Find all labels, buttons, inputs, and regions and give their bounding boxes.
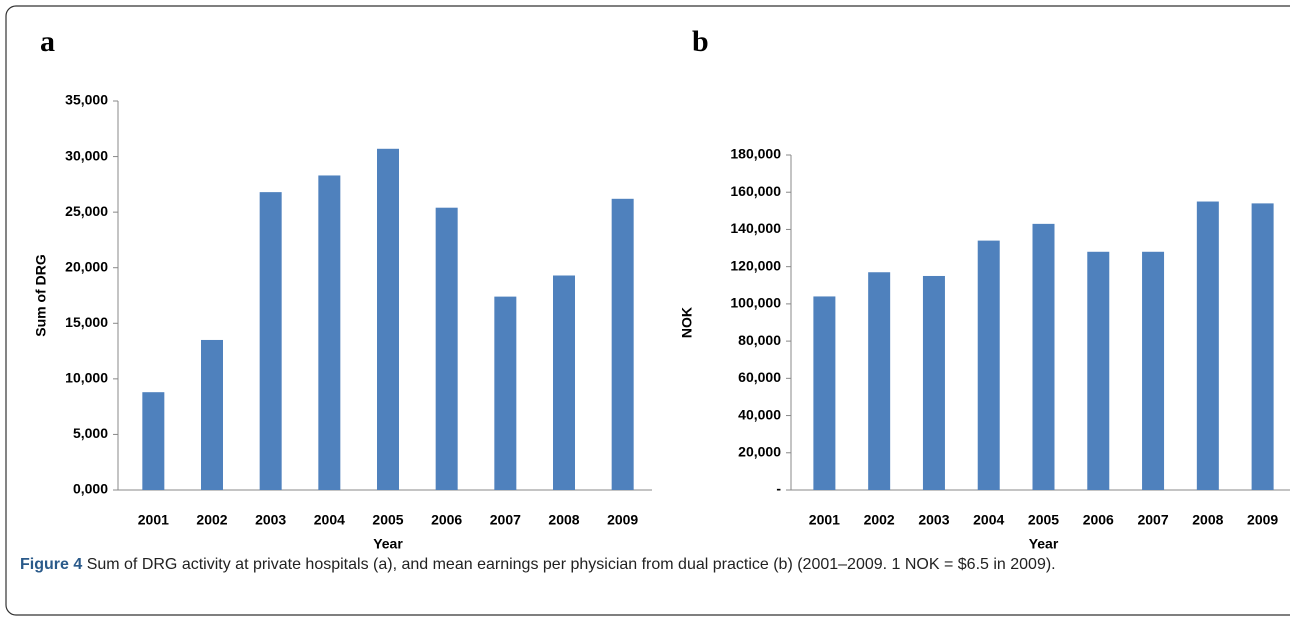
- y-tick-label: 20,000: [65, 258, 108, 274]
- x-tick-label: 2003: [918, 512, 949, 528]
- bar: [553, 275, 575, 490]
- x-tick-label: 2006: [431, 512, 462, 528]
- y-tick-label: 30,000: [65, 147, 108, 163]
- bar: [1251, 203, 1274, 490]
- x-tick-label: 2007: [1137, 512, 1168, 528]
- bar: [977, 240, 1000, 490]
- bar: [1142, 251, 1165, 490]
- x-tick-label: 2005: [1028, 512, 1059, 528]
- y-tick-label: -: [776, 481, 781, 497]
- x-tick-label: 2009: [1247, 512, 1278, 528]
- x-tick-label: 2008: [548, 512, 579, 528]
- y-tick-label: 140,000: [730, 220, 781, 236]
- y-tick-label: 35,000: [65, 92, 108, 108]
- bar: [435, 207, 458, 490]
- bar: [922, 275, 945, 490]
- y-tick-label: 100,000: [730, 295, 781, 311]
- panel-label: b: [692, 25, 709, 58]
- x-axis-title: Year: [1029, 536, 1059, 552]
- y-axis-title: Sum of DRG: [33, 254, 49, 337]
- bar: [142, 392, 165, 490]
- y-tick-label: 15,000: [65, 314, 108, 330]
- caption-label: Figure 4: [20, 556, 83, 573]
- bar: [1032, 223, 1055, 490]
- y-tick-label: 25,000: [65, 203, 108, 219]
- bar: [1196, 201, 1219, 490]
- panel-label: a: [40, 25, 55, 58]
- x-tick-label: 2009: [607, 512, 638, 528]
- x-tick-label: 2003: [255, 512, 286, 528]
- x-tick-label: 2006: [1083, 512, 1114, 528]
- x-tick-label: 2001: [138, 512, 169, 528]
- bar: [611, 198, 634, 490]
- x-tick-label: 2001: [809, 512, 840, 528]
- bar: [201, 339, 223, 490]
- bar: [868, 272, 891, 490]
- y-tick-label: 160,000: [730, 183, 781, 199]
- y-tick-label: 180,000: [730, 146, 781, 162]
- y-tick-label: 80,000: [738, 332, 781, 348]
- frame: [5, 5, 1290, 616]
- bar: [813, 296, 836, 490]
- bar: [377, 148, 399, 490]
- x-tick-label: 2005: [372, 512, 403, 528]
- x-axis-title: Year: [373, 536, 403, 552]
- bar: [494, 296, 517, 490]
- x-tick-label: 2004: [973, 512, 1004, 528]
- x-tick-label: 2004: [314, 512, 345, 528]
- y-tick-label: 5,000: [73, 425, 108, 441]
- y-axis-title: NOK: [679, 307, 695, 338]
- x-tick-label: 2007: [490, 512, 521, 528]
- bar: [318, 175, 341, 491]
- bar: [1087, 251, 1110, 490]
- y-tick-label: 20,000: [738, 443, 781, 459]
- y-tick-label: 60,000: [738, 369, 781, 385]
- y-tick-label: 10,000: [65, 370, 108, 386]
- caption: Figure 4 Sum of DRG activity at private …: [20, 553, 1260, 576]
- y-tick-label: 40,000: [738, 406, 781, 422]
- y-tick-label: 0,000: [73, 481, 108, 497]
- x-tick-label: 2008: [1192, 512, 1223, 528]
- y-tick-label: 120,000: [730, 257, 781, 273]
- x-tick-label: 2002: [864, 512, 895, 528]
- bar: [259, 192, 282, 490]
- caption-text: Sum of DRG activity at private hospitals…: [86, 556, 1056, 573]
- x-tick-label: 2002: [196, 512, 227, 528]
